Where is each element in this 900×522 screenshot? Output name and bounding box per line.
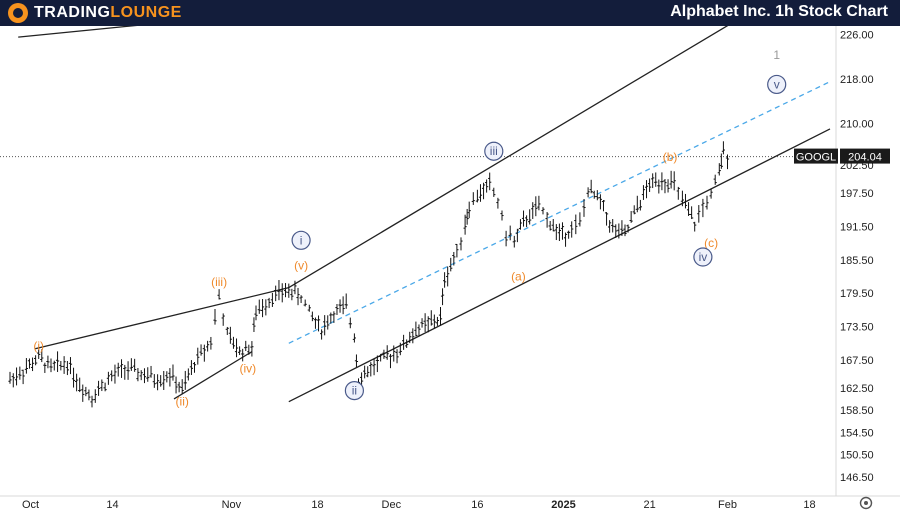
y-tick-label: 191.50	[840, 221, 874, 233]
y-tick-label: 226.00	[840, 29, 874, 41]
symbol-tag: GOOGL	[796, 152, 836, 164]
price-chart[interactable]: 226.00218.00210.00202.50197.50191.50185.…	[0, 26, 900, 522]
chart-title: Alphabet Inc. 1h Stock Chart	[670, 3, 888, 20]
wave-label-minor: (iii)	[211, 275, 227, 289]
x-tick-label: Nov	[222, 499, 242, 511]
wave-circle-marker	[693, 247, 713, 267]
x-tick-label: 2025	[551, 499, 575, 511]
tradinglounge-logo: TRADINGLOUNGE	[8, 2, 182, 24]
last-price-box-bg	[840, 148, 890, 164]
wave-label-minor: (b)	[663, 150, 678, 164]
y-tick-label: 158.50	[840, 405, 874, 417]
wave-label-circled: iii	[490, 144, 498, 158]
y-tick-label: 197.50	[840, 188, 874, 200]
wave-label-minor: (ii)	[176, 395, 189, 409]
top-bar: TRADINGLOUNGE Alphabet Inc. 1h Stock Cha…	[0, 0, 900, 26]
wave-label-circled: i	[300, 233, 303, 247]
y-tick-label: 218.00	[840, 74, 874, 86]
wave-label-minor: (iv)	[239, 361, 256, 375]
wave-circle-marker	[484, 141, 504, 161]
last-price-label: 204.04	[848, 152, 882, 164]
x-tick-label: Feb	[718, 499, 737, 511]
y-tick-label: 185.50	[840, 255, 874, 267]
wave-label-circled: ii	[352, 384, 357, 398]
x-tick-label: 16	[471, 499, 483, 511]
x-tick-label: Dec	[382, 499, 402, 511]
logo-text-lounge: LOUNGE	[110, 4, 182, 21]
y-tick-label: 146.50	[840, 472, 874, 484]
y-tick-label: 167.50	[840, 355, 874, 367]
wave-label-minor: (a)	[511, 269, 526, 283]
upper-channel-line	[288, 26, 729, 289]
y-tick-label: 150.50	[840, 450, 874, 462]
y-tick-label: 210.00	[840, 118, 874, 130]
wave-label-circled: v	[774, 77, 780, 91]
logo-text: TRADINGLOUNGE	[34, 4, 182, 22]
dashed-midline	[288, 81, 831, 344]
settings-gear-center	[864, 501, 868, 505]
x-tick-label: 18	[803, 499, 815, 511]
lower-channel-line	[288, 128, 831, 403]
x-tick-label: 18	[311, 499, 323, 511]
wave-circle-marker	[344, 380, 364, 401]
wave-circle-marker	[767, 74, 787, 95]
y-tick-label: 173.50	[840, 322, 874, 334]
x-tick-label: 14	[106, 499, 118, 511]
wave-circle-marker	[291, 230, 311, 250]
settings-gear-icon	[859, 496, 873, 510]
wave-label-minor: (i)	[33, 339, 44, 353]
x-tick-label: Oct	[22, 499, 39, 511]
wave-label-circled: iv	[699, 250, 708, 264]
symbol-tag-bg	[794, 148, 838, 164]
y-tick-label: 162.50	[840, 383, 874, 395]
early-lower-line	[173, 351, 253, 400]
wave-label-minor: (v)	[294, 258, 308, 272]
y-tick-label: 154.50	[840, 427, 874, 439]
y-tick-label: 179.50	[840, 288, 874, 300]
logo-circle-icon	[8, 3, 28, 23]
logo-text-trading: TRADING	[34, 4, 111, 21]
top-left-line-line	[18, 26, 138, 38]
x-tick-label: 21	[643, 499, 655, 511]
wave-label-minor: (c)	[704, 236, 718, 250]
early-upper-line	[34, 286, 289, 350]
wave-label-degree: 1	[773, 48, 780, 62]
